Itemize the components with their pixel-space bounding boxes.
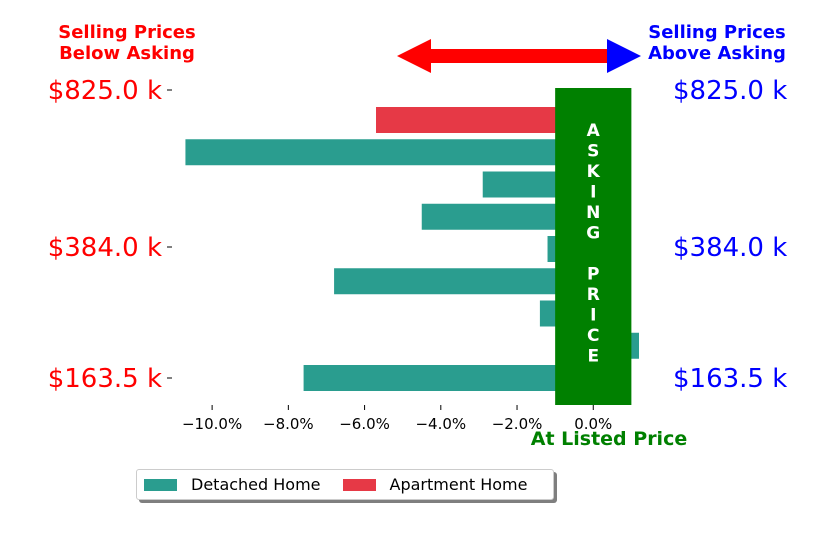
left-price-label-1: $384.0 k	[48, 233, 162, 263]
legend-item-detached: Detached Home	[144, 475, 321, 494]
bar-5	[334, 268, 594, 295]
arrow-right-head	[607, 39, 641, 73]
legend-swatch-detached	[144, 478, 177, 491]
asking-band-letter-1: S	[587, 142, 599, 162]
x-tick-label-2: −6.0%	[339, 415, 390, 433]
left-price-label-0: $825.0 k	[48, 76, 162, 106]
asking-band-letter-7: P	[587, 265, 599, 285]
title-above-asking-0: Selling Prices	[648, 22, 785, 43]
legend-item-apartment: Apartment Home	[342, 475, 528, 494]
asking-band-letter-0: A	[587, 121, 601, 141]
asking-band-letter-2: K	[587, 162, 601, 182]
asking-band-letter-11: E	[587, 347, 599, 367]
asking-price-band	[555, 88, 632, 405]
x-tick-label-0: −10.0%	[182, 415, 242, 433]
x-axis-label: At Listed Price	[531, 428, 687, 450]
arrow-left-head-and-shaft	[397, 39, 612, 73]
asking-band-letter-4: N	[586, 203, 600, 223]
right-price-label-0: $825.0 k	[673, 76, 787, 106]
asking-band-letter-9: I	[590, 306, 596, 326]
bar-8	[303, 365, 594, 391]
left-price-label-2: $163.5 k	[48, 364, 162, 394]
legend-label-detached: Detached Home	[191, 475, 321, 494]
title-above-asking-1: Above Asking	[648, 43, 786, 64]
x-tick-label-1: −8.0%	[263, 415, 314, 433]
asking-band-letter-3: I	[590, 183, 596, 203]
asking-band-letter-10: C	[587, 326, 599, 346]
legend: Detached Home Apartment Home	[136, 469, 554, 500]
x-tick-label-3: −4.0%	[415, 415, 466, 433]
legend-label-apartment: Apartment Home	[389, 475, 528, 494]
x-tick-label-4: −2.0%	[492, 415, 543, 433]
bar-1	[185, 139, 594, 166]
right-price-label-2: $163.5 k	[673, 364, 787, 394]
asking-band-letter-8: R	[587, 285, 600, 305]
asking-band-letter-5: G	[586, 224, 600, 244]
x-tick-label-5: 0.0%	[574, 415, 612, 433]
legend-swatch-apartment	[342, 478, 376, 491]
title-below-asking-0: Selling Prices	[58, 22, 195, 43]
title-below-asking-1: Below Asking	[59, 43, 195, 64]
right-price-label-1: $384.0 k	[673, 233, 787, 263]
